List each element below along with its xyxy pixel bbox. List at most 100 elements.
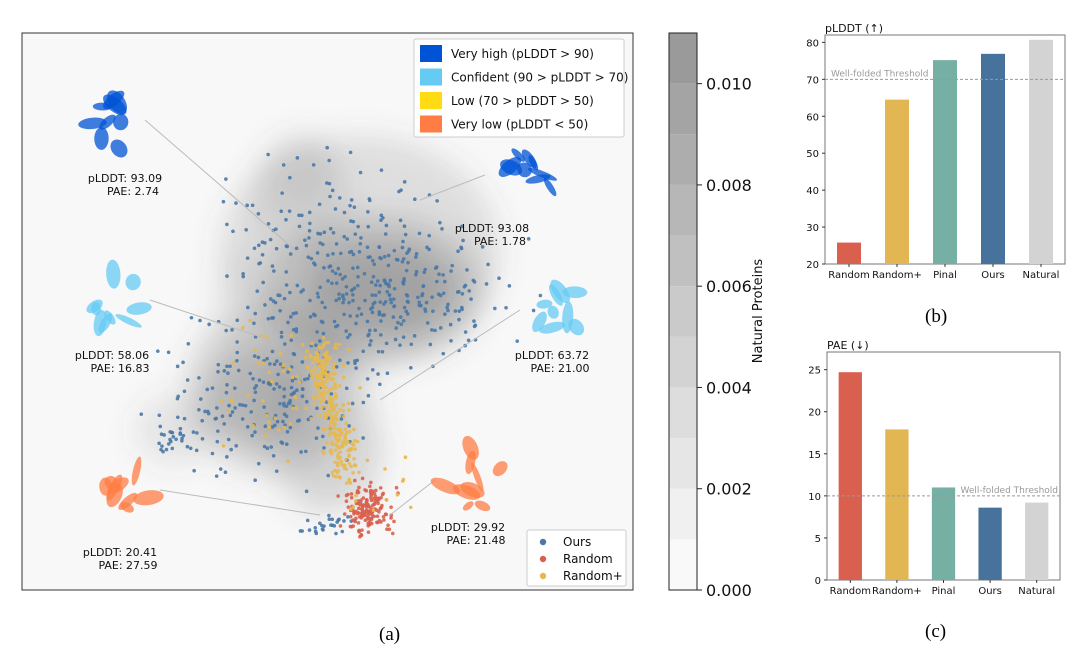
point-random-plus: [267, 420, 271, 425]
point-ours: [344, 284, 349, 289]
point-random: [364, 498, 369, 502]
point-random-plus: [291, 406, 295, 410]
point-ours: [402, 224, 407, 229]
x-tick-label: Pinal: [932, 586, 956, 597]
point-ours: [373, 328, 378, 333]
y-tick-label: 70: [806, 75, 819, 86]
point-ours: [337, 517, 341, 522]
colorbar-level: [669, 286, 697, 337]
colorbar-level: [669, 134, 697, 185]
legend-box: [526, 529, 627, 587]
point-ours: [356, 224, 360, 229]
helix-shape: [125, 273, 141, 291]
colorbar-label: Natural Proteins: [751, 259, 766, 364]
point-ours: [435, 279, 439, 284]
point-ours: [273, 413, 278, 418]
point-ours: [243, 403, 248, 408]
point-ours: [412, 334, 417, 338]
bar-ours: [978, 507, 1002, 580]
point-random-plus: [341, 440, 345, 445]
point-ours: [385, 290, 390, 294]
point-ours: [334, 324, 338, 329]
point-ours: [484, 282, 489, 286]
point-random-plus: [264, 433, 268, 438]
point-ours: [250, 203, 255, 208]
point-ours: [257, 261, 261, 266]
point-ours: [311, 163, 316, 167]
point-random-plus: [241, 326, 245, 330]
point-ours: [328, 194, 332, 199]
point-random-plus: [261, 399, 265, 403]
point-random: [351, 518, 355, 522]
point-ours: [445, 305, 449, 310]
legend-swatch: [420, 115, 442, 133]
point-ours: [453, 309, 458, 313]
point-ours: [327, 181, 332, 186]
point-random-plus: [322, 398, 326, 403]
point-ours: [416, 295, 420, 300]
point-random-plus: [317, 345, 321, 350]
x-tick-label: Ours: [981, 270, 1005, 281]
point-ours: [399, 322, 404, 326]
point-ours: [174, 437, 178, 442]
point-ours: [369, 339, 373, 343]
helix-shape: [543, 177, 557, 197]
point-ours: [285, 429, 290, 434]
point-random-plus: [327, 424, 331, 429]
point-ours: [234, 444, 238, 448]
point-ours: [320, 320, 325, 325]
point-ours: [443, 279, 447, 284]
point-random-plus: [347, 453, 351, 458]
point-ours: [271, 453, 276, 458]
point-ours: [257, 378, 262, 382]
point-random-plus: [341, 375, 346, 380]
point-ours: [253, 311, 258, 316]
point-random: [369, 516, 374, 521]
point-random: [366, 524, 371, 528]
point-ours: [316, 295, 321, 299]
point-ours: [335, 520, 339, 524]
point-ours: [316, 426, 320, 430]
bar-random-plus: [885, 429, 909, 580]
point-ours: [354, 321, 358, 326]
point-ours: [300, 387, 305, 392]
point-ours: [384, 223, 389, 228]
point-random-plus: [294, 406, 299, 410]
point-ours: [330, 281, 334, 286]
point-random-plus: [317, 372, 322, 376]
point-ours: [419, 303, 423, 308]
point-ours: [347, 250, 352, 255]
point-random-plus: [305, 365, 310, 370]
point-ours: [282, 387, 286, 391]
point-ours: [417, 300, 422, 305]
point-ours: [391, 315, 396, 319]
point-ours: [186, 341, 191, 346]
point-random: [387, 527, 392, 532]
point-ours: [394, 326, 398, 330]
point-ours: [218, 467, 223, 471]
point-ours: [306, 417, 311, 422]
chart-title: pLDDT (↑): [825, 22, 883, 35]
point-random-plus: [288, 422, 293, 426]
legend-marker: [539, 538, 547, 546]
point-random-plus: [330, 397, 335, 401]
point-random: [390, 531, 395, 536]
point-random-plus: [331, 421, 336, 425]
point-ours: [281, 419, 285, 424]
point-random-plus: [344, 457, 348, 462]
point-random-plus: [328, 430, 333, 434]
point-random-plus: [341, 414, 346, 419]
point-ours: [269, 316, 274, 320]
helix-shape: [106, 259, 121, 289]
helix-shape: [452, 484, 481, 500]
point-ours: [273, 423, 277, 428]
point-ours: [200, 437, 205, 441]
point-random: [378, 506, 383, 511]
helix-shape: [562, 286, 588, 299]
point-ours: [274, 246, 279, 251]
point-random: [382, 518, 386, 522]
point-random: [386, 523, 390, 528]
point-random-plus: [310, 341, 314, 346]
point-ours: [370, 293, 375, 297]
point-ours: [289, 315, 293, 319]
